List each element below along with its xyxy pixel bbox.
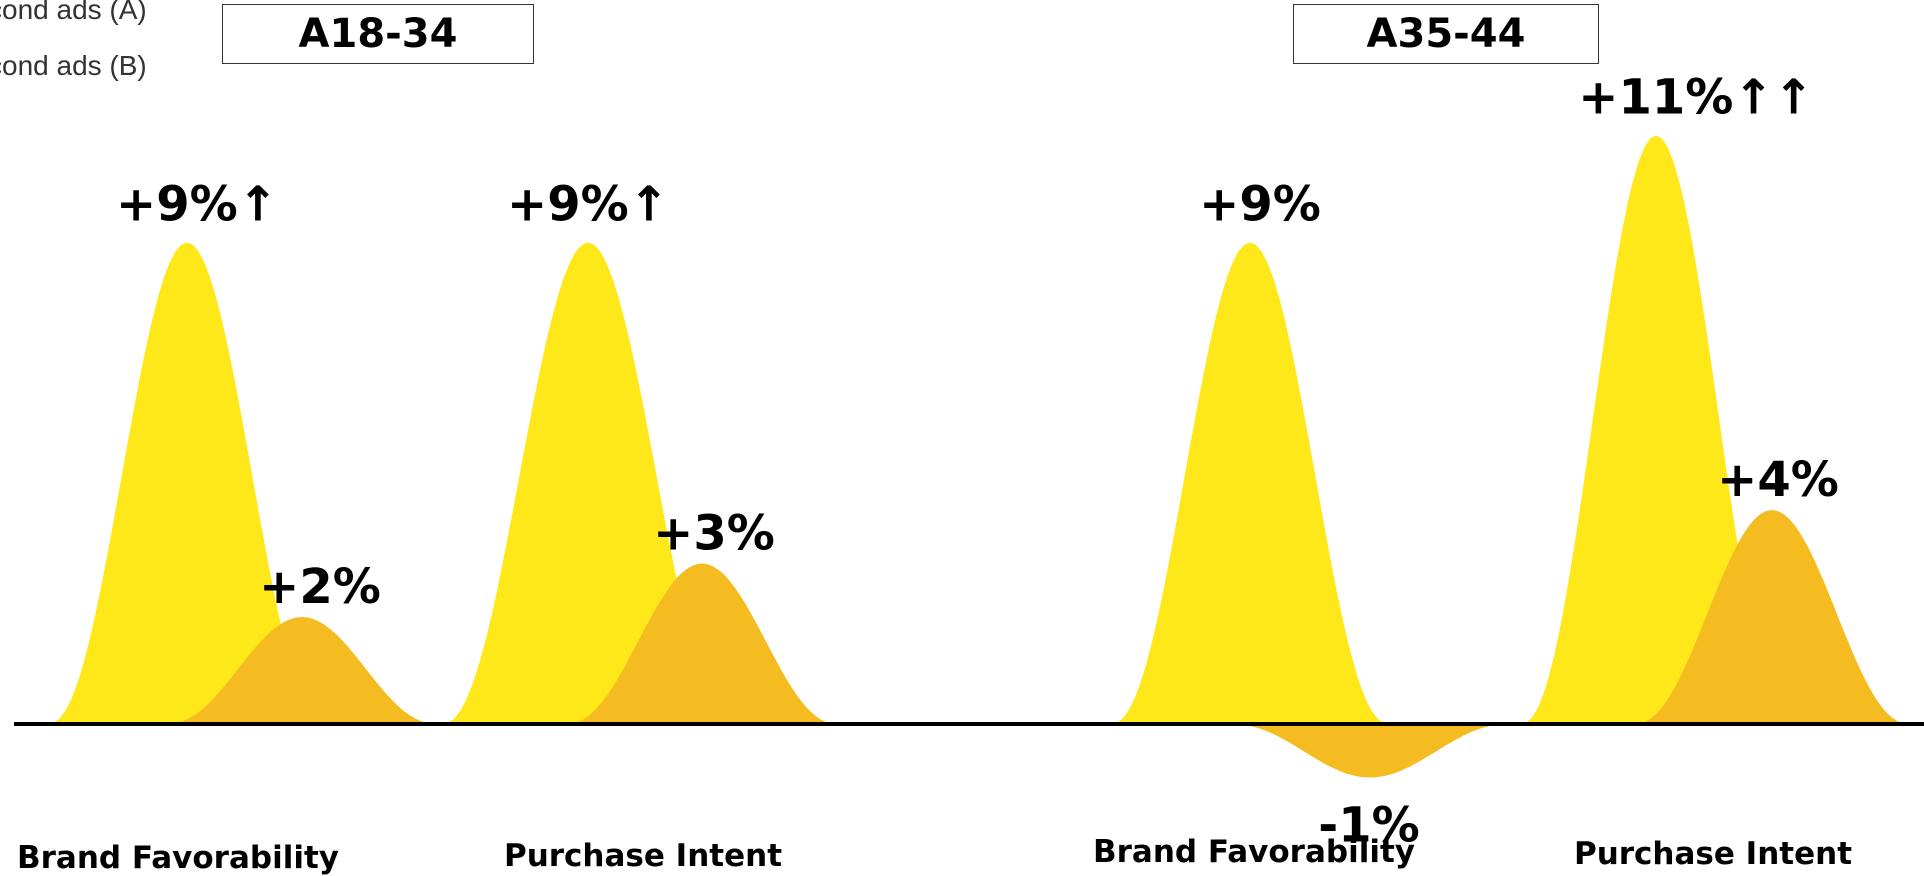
category-label-2: Purchase Intent <box>504 838 782 874</box>
value-label-a-3: +9% <box>1199 177 1321 233</box>
value-label-a-2: +9%↑ <box>507 177 669 233</box>
category-label-3: Brand Favorability <box>1093 834 1415 870</box>
value-label-b-2: +3% <box>653 506 775 562</box>
value-label-b-3: -1% <box>1318 798 1419 854</box>
value-label-b-1: +2% <box>259 559 381 615</box>
value-label-a-4: +11%↑↑ <box>1578 70 1814 126</box>
peak-a-1 <box>48 242 326 724</box>
value-label-a-1: +9%↑ <box>116 177 278 233</box>
group-label-a18-34: A18-34 <box>222 4 534 64</box>
group-label-a35-44: A35-44 <box>1293 4 1599 64</box>
peak-b-3 <box>1230 724 1510 778</box>
legend: cond ads (A) cond ads (B) <box>0 0 147 94</box>
category-label-4: Purchase Intent <box>1574 836 1852 872</box>
peak-a-3 <box>1111 242 1389 724</box>
peak-b-4 <box>1634 510 1910 724</box>
peak-b-2 <box>566 563 838 724</box>
value-label-b-4: +4% <box>1717 452 1839 508</box>
legend-item-a: cond ads (A) <box>0 0 147 25</box>
legend-item-b: cond ads (B) <box>0 50 147 81</box>
category-label-1: Brand Favorability <box>17 840 339 876</box>
peak-b-1 <box>166 617 438 724</box>
